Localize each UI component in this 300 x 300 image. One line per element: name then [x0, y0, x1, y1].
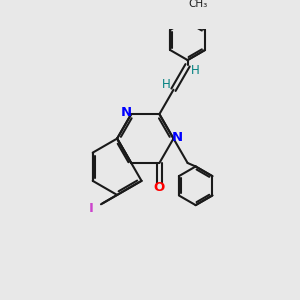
Text: N: N — [121, 106, 132, 119]
Text: CH₃: CH₃ — [188, 0, 207, 9]
Text: O: O — [154, 181, 165, 194]
Text: H: H — [191, 64, 200, 77]
Text: H: H — [162, 78, 170, 92]
Text: I: I — [89, 202, 94, 215]
Text: N: N — [172, 131, 183, 144]
